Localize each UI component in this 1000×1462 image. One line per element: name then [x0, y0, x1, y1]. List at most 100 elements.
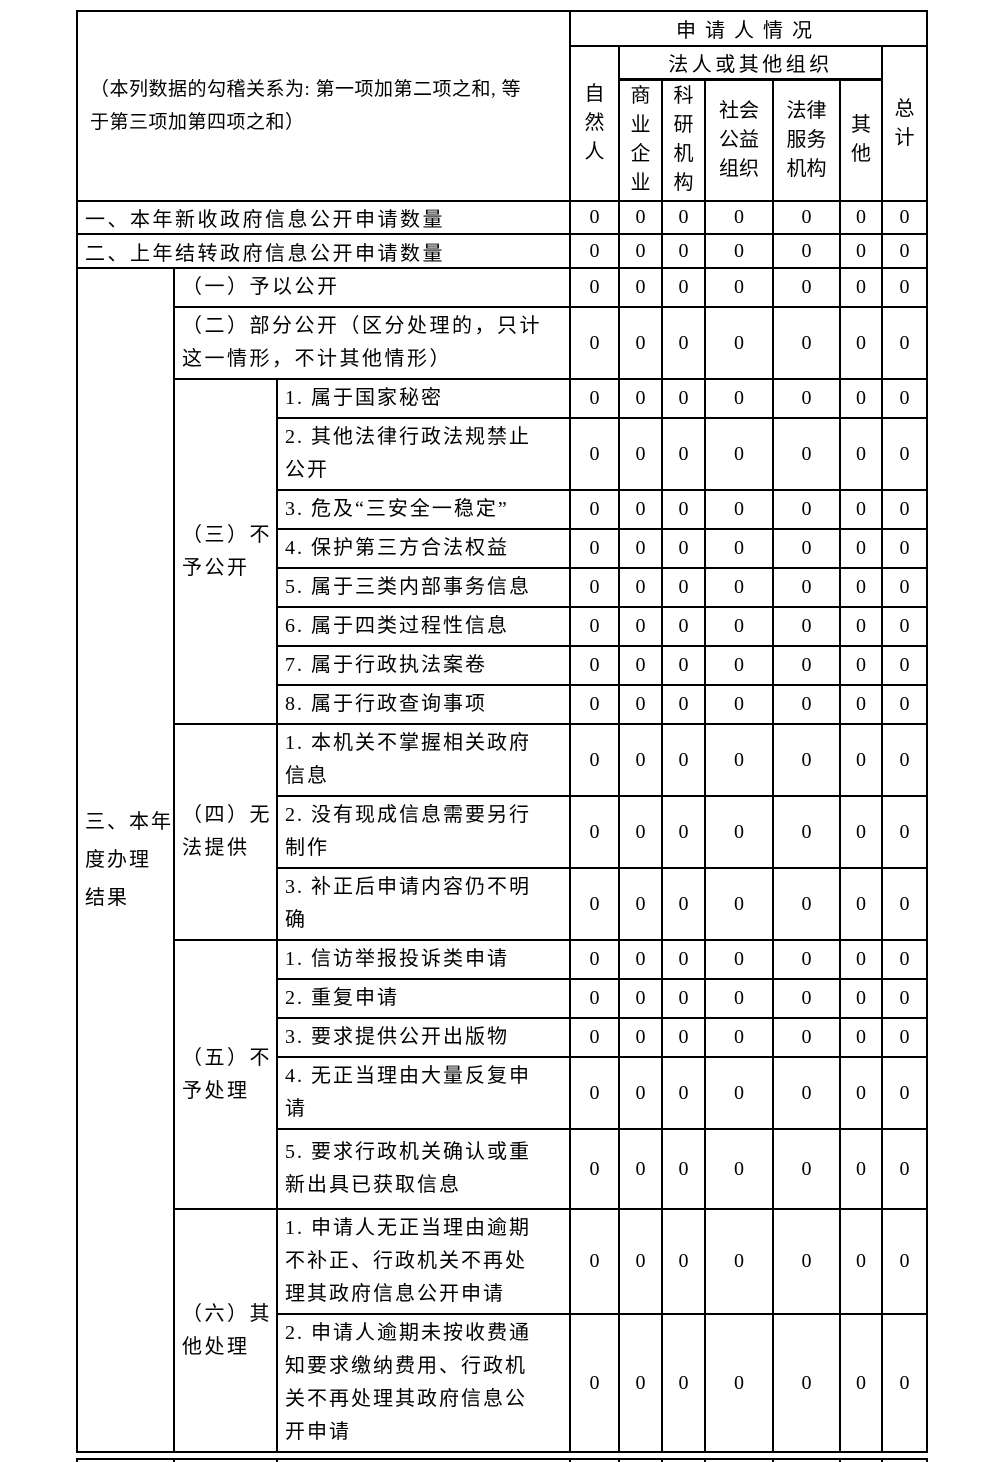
row-label-duplicate: 2. 重复申请	[275, 978, 572, 1019]
value-cell: 0	[772, 1056, 842, 1130]
row-label-partial: （二）部分公开（区分处理的，只计 这一情形，不计其他情形）	[172, 306, 572, 380]
value-cell: 0	[839, 1313, 884, 1453]
value-cell: 0	[772, 795, 842, 869]
value-cell: 0	[839, 723, 884, 797]
value-cell: 0	[881, 795, 929, 869]
col-header-commercial-enterprise: 商 业 企 业	[618, 78, 664, 202]
value-cell: 0	[881, 417, 929, 491]
value-cell: 0	[881, 1128, 929, 1210]
value-cell: 0	[618, 1017, 664, 1058]
value-cell: 0	[881, 1458, 928, 1462]
value-cell: 0	[569, 939, 621, 980]
value-cell: 0	[839, 567, 884, 608]
value-cell: 0	[569, 489, 621, 530]
value-cell: 0	[839, 795, 884, 869]
row-label-confirm-obtained-info: 5. 要求行政机关确认或重 新出具已获取信息	[275, 1128, 572, 1210]
value-cell: 0	[772, 567, 842, 608]
value-cell: 0	[881, 939, 929, 980]
value-cell: 0	[704, 489, 775, 530]
value-cell: 0	[839, 489, 884, 530]
refused-group-label: （三）不 予公开	[173, 378, 278, 725]
row-label-still-unclear: 3. 补正后申请内容仍不明 确	[275, 867, 572, 941]
row-label-new-applications: 一、本年新收政府信息公开申请数量	[75, 200, 572, 235]
value-cell: 0	[618, 978, 664, 1019]
value-cell: 0	[569, 1017, 621, 1058]
value-cell: 0	[772, 645, 842, 686]
not-processed-group-label: （五）不 予处理	[173, 939, 278, 1210]
value-cell: 0	[772, 267, 842, 308]
value-cell: 0	[661, 1313, 707, 1453]
row-label-enforcement-files: 7. 属于行政执法案卷	[275, 645, 572, 686]
value-cell: 0	[661, 267, 707, 308]
applicant-header: 申请人情况	[569, 10, 929, 47]
value-cell: 0	[704, 567, 775, 608]
value-cell: 0	[569, 606, 621, 647]
value-cell: 0	[772, 978, 842, 1019]
value-cell: 0	[839, 233, 884, 269]
value-cell: 0	[569, 200, 621, 235]
value-cell: 0	[661, 233, 707, 269]
value-cell: 0	[618, 606, 664, 647]
value-cell: 0	[704, 867, 775, 941]
col-header-research-institution: 科 研 机 构	[661, 78, 707, 202]
legal-org-header: 法人或其他组织	[618, 45, 884, 81]
value-cell: 0	[772, 1313, 842, 1453]
value-cell: 0	[881, 978, 929, 1019]
value-cell: 0	[569, 795, 621, 869]
value-cell: 0	[881, 378, 929, 419]
value-cell: 0	[704, 378, 775, 419]
value-cell: 0	[881, 1313, 929, 1453]
applications-table-fragment-1: （本列数据的勾稽关系为: 第一项加第二项之和, 等 于第三项加第四项之和） 申请…	[75, 10, 929, 1453]
section3-label-continued-cell	[76, 1458, 175, 1462]
value-cell: 0	[704, 939, 775, 980]
value-cell: 0	[881, 606, 929, 647]
value-cell: 0	[569, 1458, 620, 1462]
value-cell: 0	[839, 606, 884, 647]
value-cell: 0	[618, 528, 664, 569]
value-cell: 0	[661, 723, 707, 797]
value-cell: 0	[704, 1128, 775, 1210]
col-header-total: 总 计	[881, 45, 929, 202]
value-cell: 0	[704, 267, 775, 308]
row-label-repetitive-requests: 4. 无正当理由大量反复申 请	[275, 1056, 572, 1130]
value-cell: 0	[881, 233, 929, 269]
value-cell: 0	[772, 606, 842, 647]
value-cell: 0	[618, 489, 664, 530]
value-cell: 0	[704, 528, 775, 569]
value-cell: 0	[661, 378, 707, 419]
row-label-not-held: 1. 本机关不掌握相关政府 信息	[275, 723, 572, 797]
value-cell: 0	[618, 378, 664, 419]
value-cell: 0	[618, 684, 664, 725]
value-cell: 0	[704, 200, 775, 235]
value-cell: 0	[704, 1056, 775, 1130]
value-cell: 0	[704, 233, 775, 269]
value-cell: 0	[772, 417, 842, 491]
value-cell: 0	[569, 978, 621, 1019]
value-cell: 0	[839, 417, 884, 491]
value-cell: 0	[661, 867, 707, 941]
value-cell: 0	[704, 606, 775, 647]
value-cell: 0	[618, 645, 664, 686]
value-cell: 0	[618, 1056, 664, 1130]
value-cell: 0	[618, 1458, 663, 1462]
value-cell: 0	[569, 645, 621, 686]
value-cell: 0	[569, 267, 621, 308]
value-cell: 0	[881, 267, 929, 308]
value-cell: 0	[839, 200, 884, 235]
row-label-carryover-applications: 二、上年结转政府信息公开申请数量	[75, 233, 572, 269]
value-cell: 0	[661, 306, 707, 380]
value-cell: 0	[704, 684, 775, 725]
value-cell: 0	[839, 267, 884, 308]
row-label-overdue-no-payment: 2. 申请人逾期未按收费通 知要求缴纳费用、行政机 关不再处理其政府信息公 开申…	[275, 1313, 572, 1453]
value-cell: 0	[661, 978, 707, 1019]
row-label-overdue-no-correction: 1. 申请人无正当理由逾期 不补正、行政机关不再处 理其政府信息公开申请	[275, 1208, 572, 1315]
value-cell: 0	[618, 1128, 664, 1210]
value-cell: 0	[661, 939, 707, 980]
value-cell: 0	[704, 1313, 775, 1453]
value-cell: 0	[839, 684, 884, 725]
value-cell: 0	[618, 567, 664, 608]
value-cell: 0	[618, 795, 664, 869]
value-cell: 0	[772, 867, 842, 941]
value-cell: 0	[704, 795, 775, 869]
row-label-internal-affairs: 5. 属于三类内部事务信息	[275, 567, 572, 608]
